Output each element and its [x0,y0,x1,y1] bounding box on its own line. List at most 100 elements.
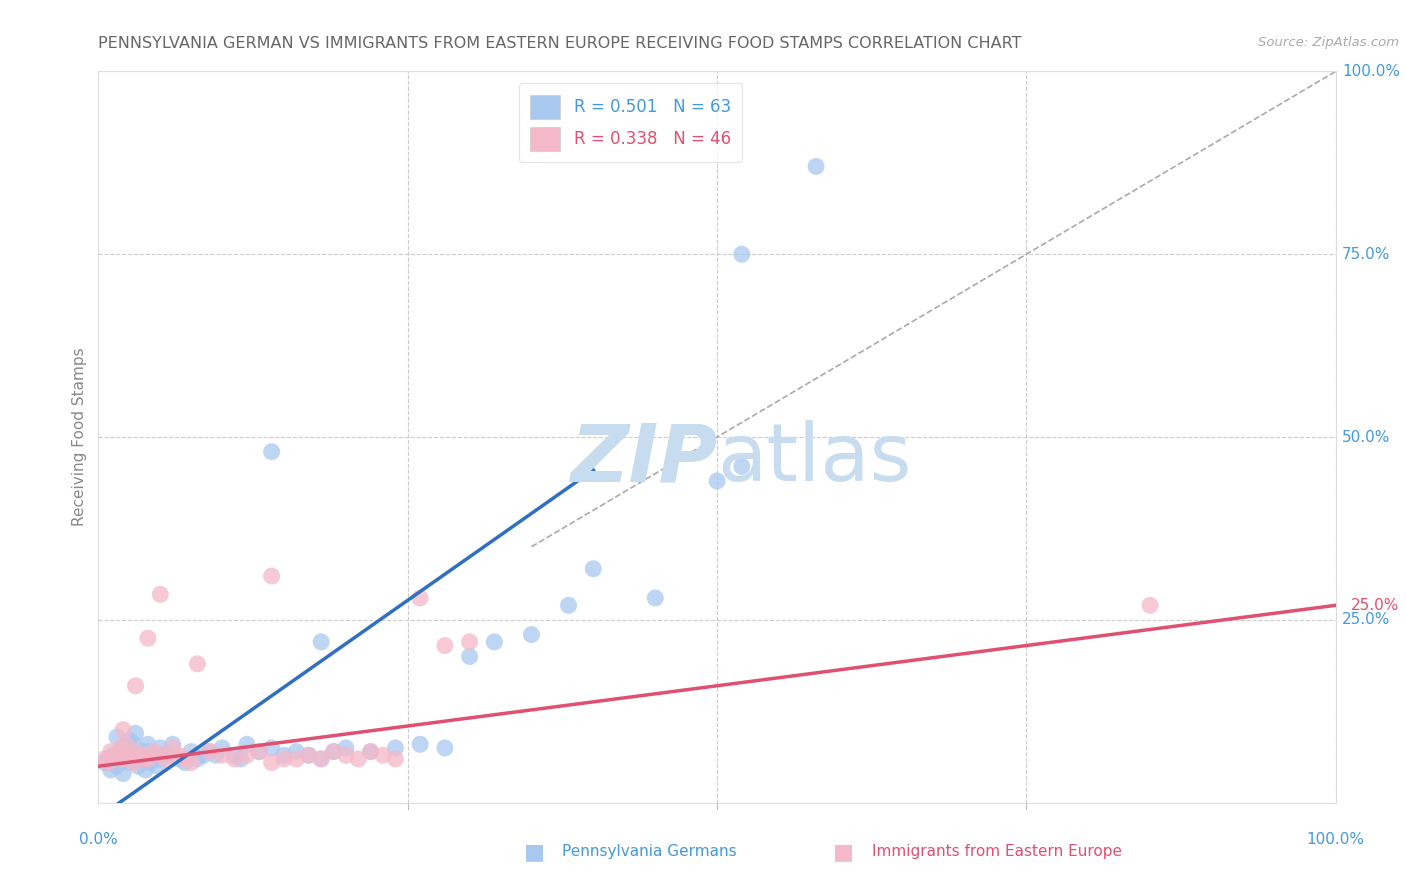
Point [285,752,308,766]
Point [582,562,605,576]
Point [273,748,295,763]
Point [167,752,190,766]
Point [384,740,406,755]
Point [458,635,481,649]
Point [143,748,166,763]
Point [384,752,406,766]
Point [97,752,120,766]
Point [149,587,172,601]
Point [260,740,283,755]
Point [180,756,202,770]
Point [100,763,122,777]
Point [322,745,344,759]
Point [114,737,136,751]
Point [97,756,120,770]
Point [149,748,172,763]
Point [224,752,246,766]
Text: Source: ZipAtlas.com: Source: ZipAtlas.com [1258,36,1399,49]
Text: 50.0%: 50.0% [1341,430,1391,444]
Text: 100.0%: 100.0% [1306,832,1365,847]
Text: 75.0%: 75.0% [1341,247,1391,261]
Point [433,639,456,653]
Point [731,247,754,261]
Point [124,726,146,740]
Point [247,745,270,759]
Point [105,748,128,763]
Point [193,748,215,763]
Point [1139,599,1161,613]
Point [211,740,233,755]
Point [114,740,136,755]
Legend: R = 0.501   N = 63, R = 0.338   N = 46: R = 0.501 N = 63, R = 0.338 N = 46 [519,83,742,162]
Point [520,627,543,641]
Point [167,748,190,763]
Point [335,740,357,755]
Text: Pennsylvania Germans: Pennsylvania Germans [562,845,737,859]
Point [360,745,382,759]
Point [557,599,579,613]
Point [124,745,146,759]
Point [131,752,153,766]
Point [309,635,332,649]
Point [105,759,128,773]
Point [804,160,827,174]
Point [122,737,145,751]
Text: 25.0%: 25.0% [1351,598,1399,613]
Point [322,745,344,759]
Point [236,748,259,763]
Point [309,752,332,766]
Text: atlas: atlas [717,420,911,498]
Point [136,745,159,759]
Point [112,723,135,737]
Point [112,740,135,755]
Point [260,569,283,583]
Point [174,752,197,766]
Point [198,745,221,759]
Point [112,766,135,780]
Point [174,756,197,770]
Point [247,745,270,759]
Point [335,748,357,763]
Point [136,737,159,751]
Text: ■: ■ [524,842,544,862]
Point [105,730,128,744]
Point [93,756,115,770]
Point [186,752,208,766]
Y-axis label: Receiving Food Stamps: Receiving Food Stamps [72,348,87,526]
Point [134,748,156,763]
Point [131,752,153,766]
Point [110,745,132,759]
Point [260,444,283,458]
Point [644,591,666,605]
Text: 100.0%: 100.0% [1341,64,1400,78]
Text: Immigrants from Eastern Europe: Immigrants from Eastern Europe [872,845,1122,859]
Point [236,737,259,751]
Point [122,756,145,770]
Point [162,740,184,755]
Point [433,740,456,755]
Point [103,748,125,763]
Point [298,748,321,763]
Point [110,740,132,755]
Point [162,737,184,751]
Point [285,745,308,759]
Point [706,474,728,488]
Point [118,733,141,747]
Point [131,745,153,759]
Point [360,745,382,759]
Point [371,748,394,763]
Point [127,759,149,773]
Point [229,752,252,766]
Point [198,745,221,759]
Point [731,459,754,474]
Point [211,748,233,763]
Point [112,752,135,766]
Point [149,752,172,766]
Point [409,591,432,605]
Point [260,756,283,770]
Point [149,740,172,755]
Point [124,679,146,693]
Point [224,748,246,763]
Text: ZIP: ZIP [569,420,717,498]
Point [136,752,159,766]
